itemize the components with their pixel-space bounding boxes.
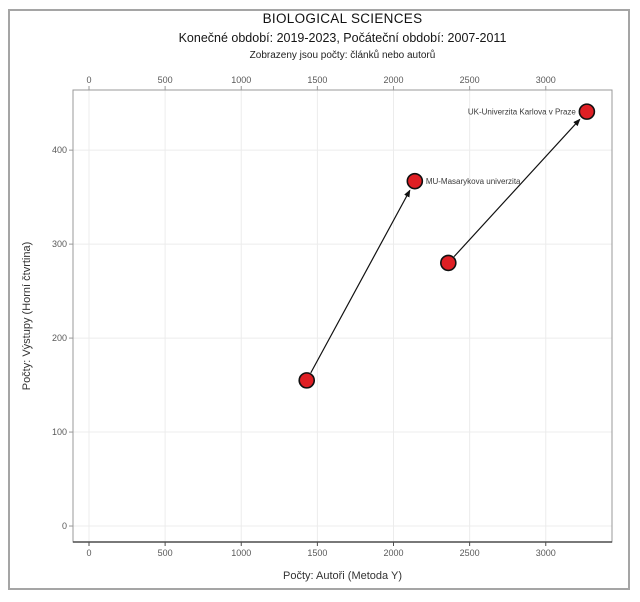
bottom-x-tick-label: 2000 [383,548,403,558]
bottom-x-tick-label: 500 [158,548,173,558]
top-x-tick-label: 2000 [383,75,403,85]
trajectory-arrow [453,118,581,258]
x-axis-label: Počty: Autoři (Metoda Y) [282,570,403,582]
bottom-x-tick-label: 0 [86,548,91,558]
data-point-end[interactable] [406,172,424,190]
data-point-start[interactable] [298,372,316,389]
chart-title: BIOLOGICAL SCIENCES [262,11,423,26]
y-tick-label: 300 [52,239,67,249]
top-x-tick-label: 2500 [460,75,480,85]
chart-note: Zobrazeny jsou počty: článků nebo autorů [249,50,436,61]
bottom-x-tick-label: 1500 [307,548,327,558]
y-tick-label: 0 [62,521,67,531]
y-tick-label: 400 [52,145,67,155]
data-point-start[interactable] [440,254,457,272]
top-x-tick-label: 0 [86,75,91,85]
trajectory-arrow [310,189,411,374]
top-x-tick-label: 3000 [536,75,556,85]
chart-subtitle: Konečné období: 2019-2023, Počáteční obd… [178,31,507,45]
y-tick-label: 200 [52,333,67,343]
y-tick-label: 100 [52,427,67,437]
plot-border [72,89,613,543]
y-axis-label: Počty: Výstupy (Horní čtvrtina) [21,241,33,391]
bottom-x-tick-label: 3000 [536,548,556,558]
data-point-end[interactable] [578,103,596,120]
top-x-tick-label: 1500 [307,75,327,85]
top-x-tick-label: 1000 [231,75,251,85]
data-point-label: MU-Masarykova univerzita [426,177,521,186]
bottom-x-tick-label: 1000 [231,548,251,558]
figure-border [8,9,630,590]
bottom-x-tick-label: 2500 [460,548,480,558]
data-point-label: UK-Univerzita Karlova v Praze [468,108,577,117]
top-x-tick-label: 500 [158,75,173,85]
